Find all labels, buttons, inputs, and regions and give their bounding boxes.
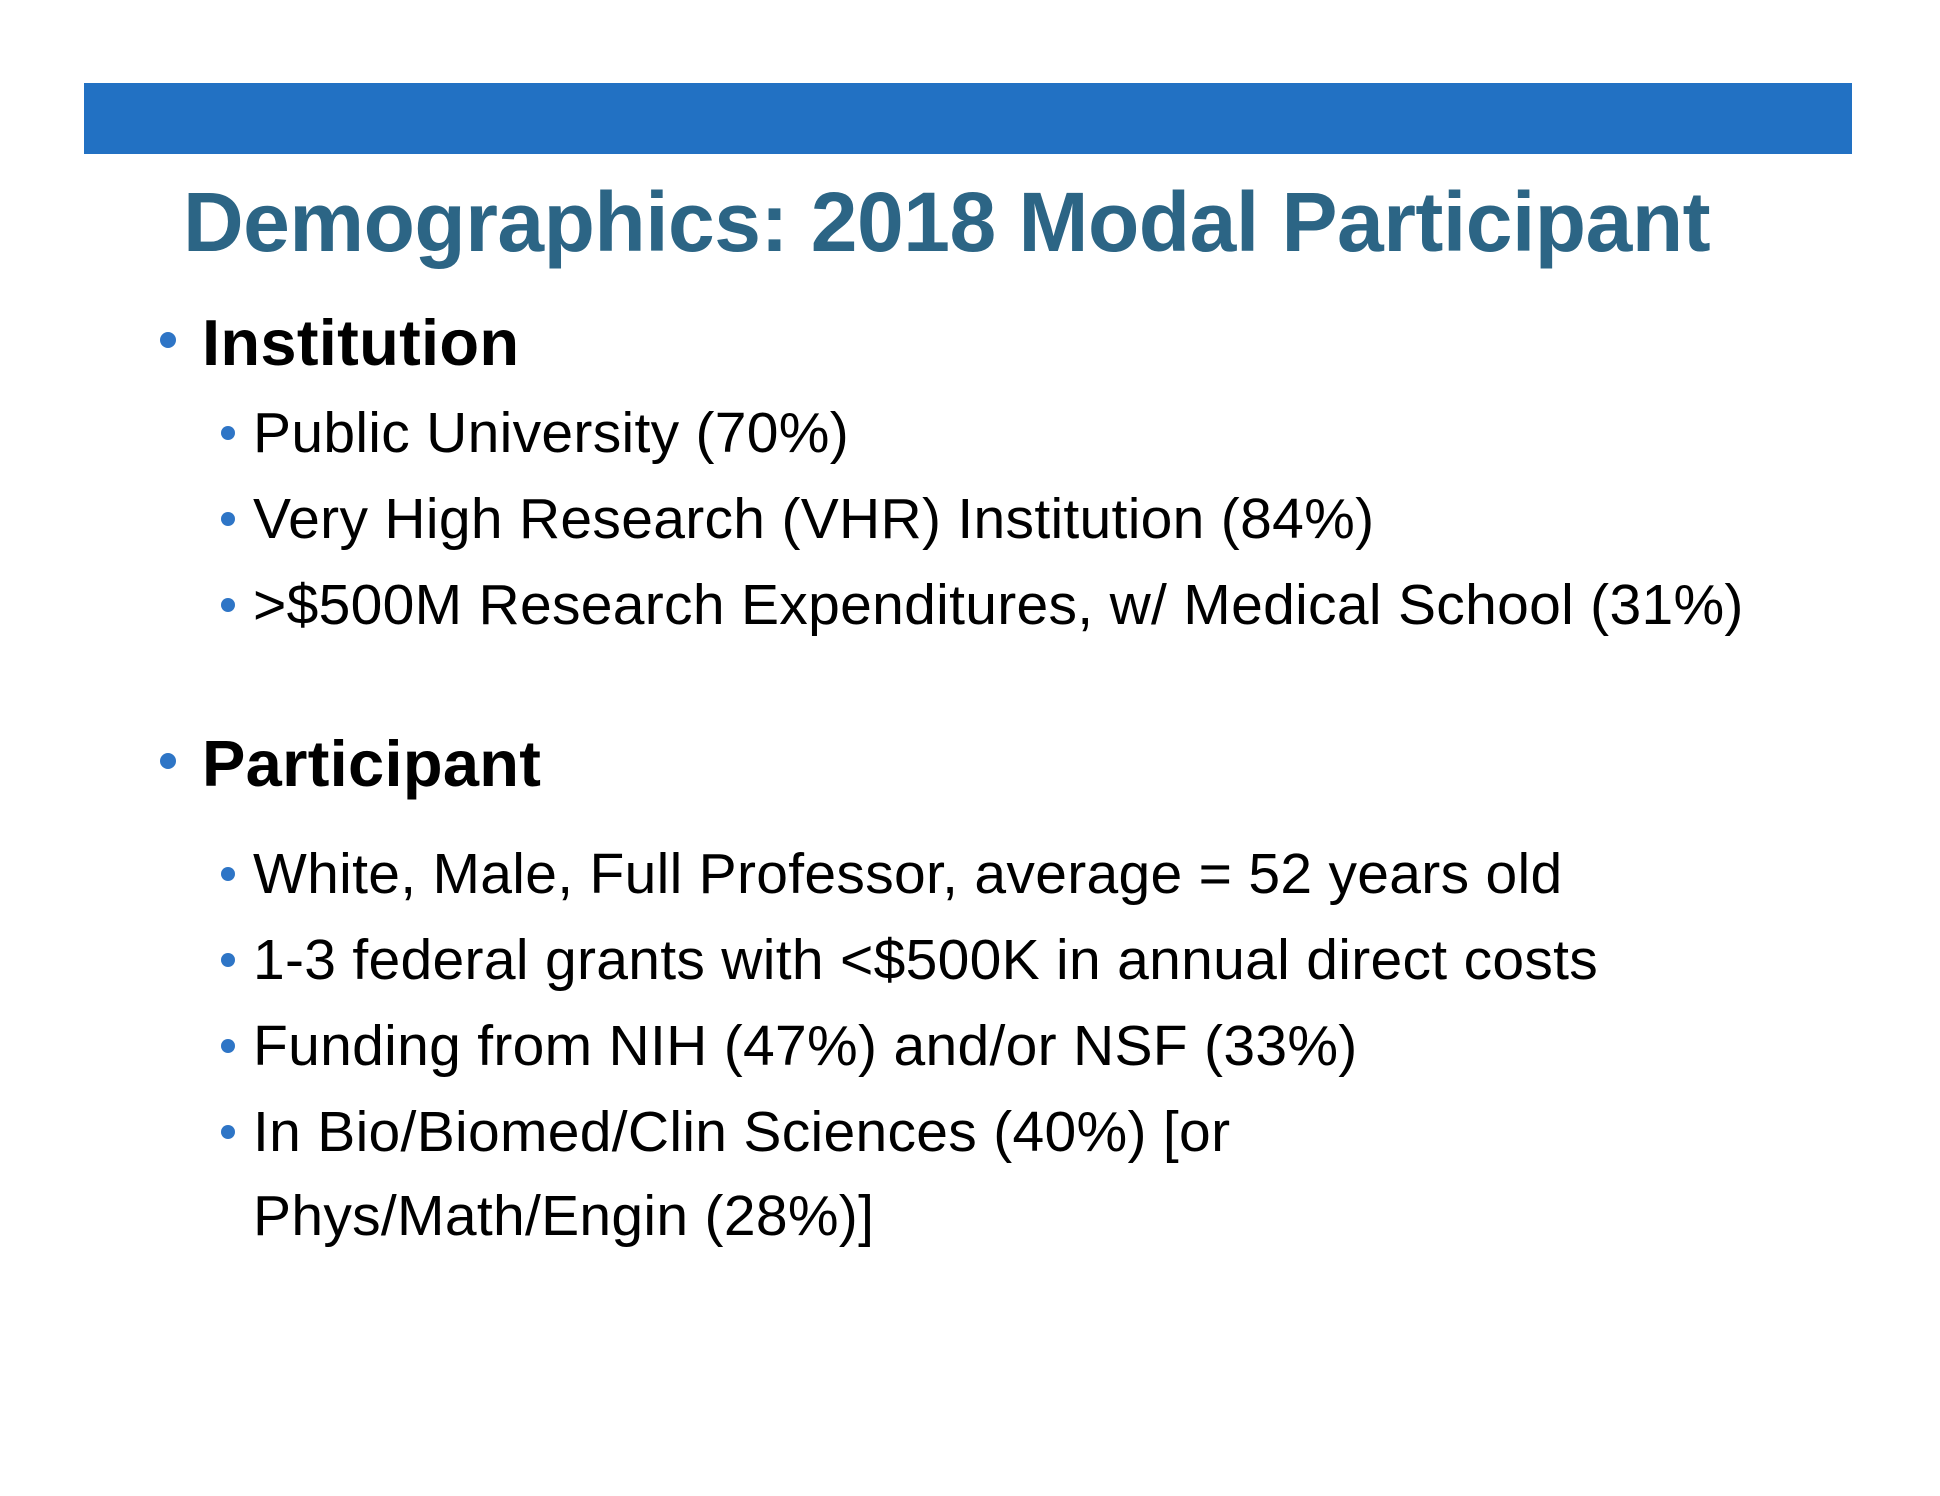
bullet-dot-icon — [221, 1039, 235, 1053]
list-item-text: >$500M Research Expenditures, w/ Medical… — [253, 573, 1744, 637]
bullet-dot-icon — [221, 426, 235, 440]
bullet-dot-icon — [160, 332, 176, 348]
list-item: Public University (70%) — [221, 391, 1860, 475]
list-item-text: Very High Research (VHR) Institution (84… — [253, 487, 1375, 551]
section-heading-label: Institution — [202, 306, 520, 379]
list-item: >$500M Research Expenditures, w/ Medical… — [221, 563, 1860, 647]
section-institution: Institution Public University (70%) Very… — [160, 310, 1860, 647]
bullet-dot-icon — [221, 867, 235, 881]
list-item-text: Funding from NIH (47%) and/or NSF (33%) — [253, 1014, 1358, 1078]
list-item: 1-3 federal grants with <$500K in annual… — [221, 918, 1633, 1002]
bullet-list: Public University (70%) Very High Resear… — [160, 391, 1860, 647]
accent-bar — [84, 83, 1852, 154]
section-participant: Participant White, Male, Full Professor,… — [160, 731, 1860, 1258]
slide-body: Institution Public University (70%) Very… — [160, 298, 1860, 1260]
list-item-text: 1-3 federal grants with <$500K in annual… — [253, 928, 1599, 992]
section-heading-label: Participant — [202, 727, 542, 800]
slide-title: Demographics: 2018 Modal Participant — [183, 175, 1711, 269]
bullet-dot-icon — [221, 512, 235, 526]
bullet-dot-icon — [221, 1125, 235, 1139]
list-item-text: Public University (70%) — [253, 401, 850, 465]
bullet-dot-icon — [221, 598, 235, 612]
bullet-list: White, Male, Full Professor, average = 5… — [160, 832, 1860, 1258]
bullet-dot-icon — [221, 953, 235, 967]
section-heading: Institution — [160, 310, 1860, 375]
list-item: Very High Research (VHR) Institution (84… — [221, 477, 1860, 561]
section-heading: Participant — [160, 731, 1860, 796]
list-item-text: In Bio/Biomed/Clin Sciences (40%) [or Ph… — [253, 1100, 1231, 1248]
list-item: In Bio/Biomed/Clin Sciences (40%) [or Ph… — [221, 1090, 1633, 1258]
list-item: Funding from NIH (47%) and/or NSF (33%) — [221, 1004, 1633, 1088]
bullet-dot-icon — [160, 753, 176, 769]
list-item-text: White, Male, Full Professor, average = 5… — [253, 842, 1563, 906]
list-item: White, Male, Full Professor, average = 5… — [221, 832, 1633, 916]
